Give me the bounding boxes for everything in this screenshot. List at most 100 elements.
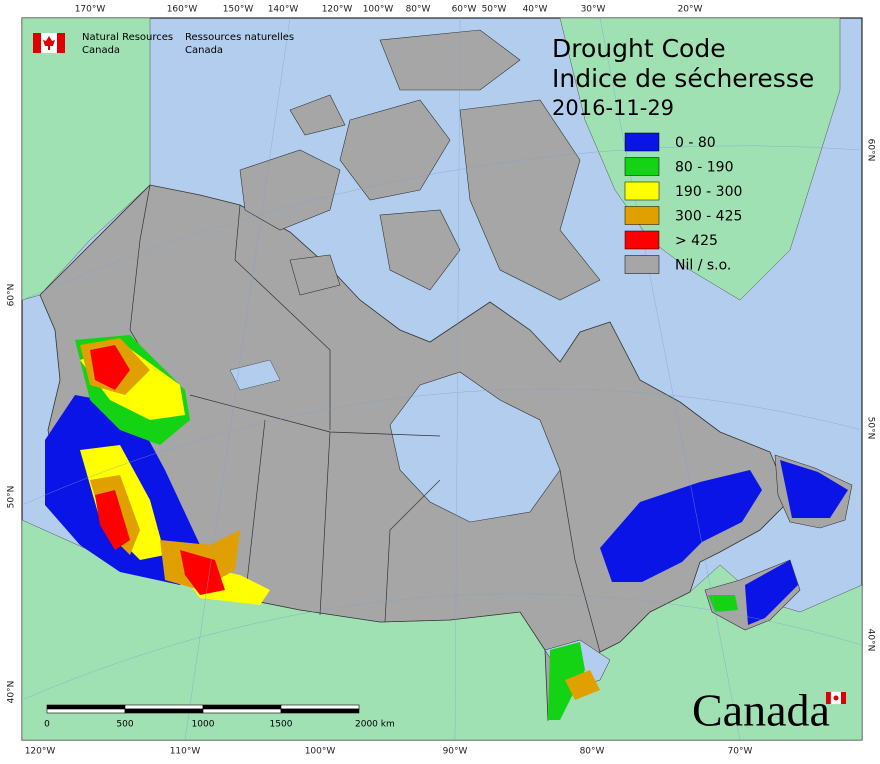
graticule-labels: 170°W 160°W 150°W 140°W 120°W 100°W 80°W 60°W 50… [7, 5, 876, 757]
scale-segment [202, 708, 282, 714]
scale-segment [46, 704, 126, 710]
drought-area [180, 550, 225, 595]
graticule-line [184, 17, 291, 741]
graticule [21, 17, 863, 741]
scale-label: 1000 [192, 720, 215, 730]
graticule-line [599, 17, 741, 741]
legend-swatch [624, 181, 660, 201]
lon-label: 80°W [580, 747, 605, 757]
lat-label: 40°N [866, 629, 876, 652]
drought-area [745, 560, 798, 625]
agency-en: Canada [82, 45, 120, 56]
scale-segment [46, 708, 126, 714]
scale-segment [124, 708, 204, 714]
lon-label: 40°W [523, 5, 548, 15]
legend-swatch [624, 206, 660, 225]
lon-label: 160°W [167, 5, 198, 15]
title: Drought Code [552, 34, 726, 63]
legend-swatch [624, 255, 660, 274]
scale-segment [280, 704, 360, 710]
legend-label: > 425 [675, 233, 718, 249]
legend-label: 80 - 190 [675, 160, 734, 176]
lat-label: 50°N [866, 417, 876, 440]
lon-label: 120°W [322, 5, 353, 15]
boundary [559, 469, 601, 653]
lon-label: 140°W [268, 5, 299, 15]
scale-label: 1500 [270, 720, 293, 730]
drought-area [90, 345, 130, 390]
map-frame [21, 17, 863, 741]
drought-area [780, 460, 848, 518]
island [379, 29, 521, 91]
lat-label: 60°N [7, 284, 17, 307]
lon-label: 70°W [728, 747, 753, 757]
island [289, 94, 346, 136]
title: Indice de sécheresse [552, 64, 814, 93]
drought-area [708, 595, 738, 612]
scale-segment [280, 708, 360, 714]
arctic-islands [239, 29, 601, 301]
boundary [319, 431, 331, 616]
legend-swatch [624, 230, 660, 250]
maple-leaf [43, 36, 55, 50]
lon-label: 100°W [305, 747, 336, 757]
lon-label: 100°W [363, 5, 394, 15]
scale-label: 500 [116, 720, 133, 730]
drought-area [95, 490, 130, 550]
lon-label: 60°W [452, 5, 477, 15]
scale-label: 2000 km [355, 720, 395, 730]
lat-label: 40°N [7, 681, 17, 704]
drought-area [565, 670, 600, 700]
lon-label: 90°W [443, 747, 468, 757]
legend-label: Nil / s.o. [675, 258, 731, 274]
date: 2016-11-29 [552, 96, 674, 120]
drought-area [600, 470, 762, 582]
scale-label: 0 [44, 720, 50, 730]
drought-overlay [45, 335, 848, 720]
island [459, 99, 601, 301]
lon-label: 80°W [406, 5, 431, 15]
legend-label: 300 - 425 [675, 209, 742, 225]
island [339, 99, 451, 201]
graticule-line [454, 17, 461, 741]
legend: 0 - 80 80 - 190 190 - 300 300 - 425 > 425 Nil… [624, 132, 742, 274]
lon-label: 110°W [170, 747, 201, 757]
boundary [384, 479, 441, 623]
scale-segment [124, 704, 204, 710]
agency-fr: Canada [185, 45, 223, 56]
legend-label: 0 - 80 [675, 135, 716, 151]
greenland [559, 17, 841, 301]
lat-label: 50°N [7, 486, 17, 509]
graticule-line [21, 145, 863, 301]
scale-bar: 0 500 1000 1500 2000 km [44, 704, 395, 730]
flag-band [33, 33, 41, 53]
lon-label: 50°W [482, 5, 507, 15]
island [289, 254, 341, 296]
legend-swatch [624, 157, 660, 176]
legend-label: 190 - 300 [675, 184, 742, 200]
wordmark: Canada [692, 685, 846, 736]
lon-label: 120°W [25, 747, 56, 757]
lat-label: 60°N [866, 139, 876, 162]
legend-swatch [624, 132, 660, 152]
island [239, 149, 341, 231]
boundary [244, 419, 266, 601]
lon-label: 170°W [75, 5, 106, 15]
flag-band [57, 33, 65, 53]
flag-band [841, 692, 846, 704]
lon-label: 20°W [678, 5, 703, 15]
graticule-line [21, 388, 863, 506]
lon-label: 150°W [223, 5, 254, 15]
agency-fr: Ressources naturelles [185, 32, 294, 43]
agency-logo: Natural Resources Canada Ressources natu… [33, 32, 294, 56]
scale-segment [202, 704, 282, 710]
wordmark-text: Canada [692, 685, 830, 736]
boundary [234, 204, 331, 430]
flag-band [826, 692, 831, 704]
maple-leaf [833, 695, 839, 701]
agency-en: Natural Resources [82, 32, 173, 43]
island [379, 209, 461, 291]
lon-label: 30°W [581, 5, 606, 15]
graticule-line [21, 593, 863, 701]
